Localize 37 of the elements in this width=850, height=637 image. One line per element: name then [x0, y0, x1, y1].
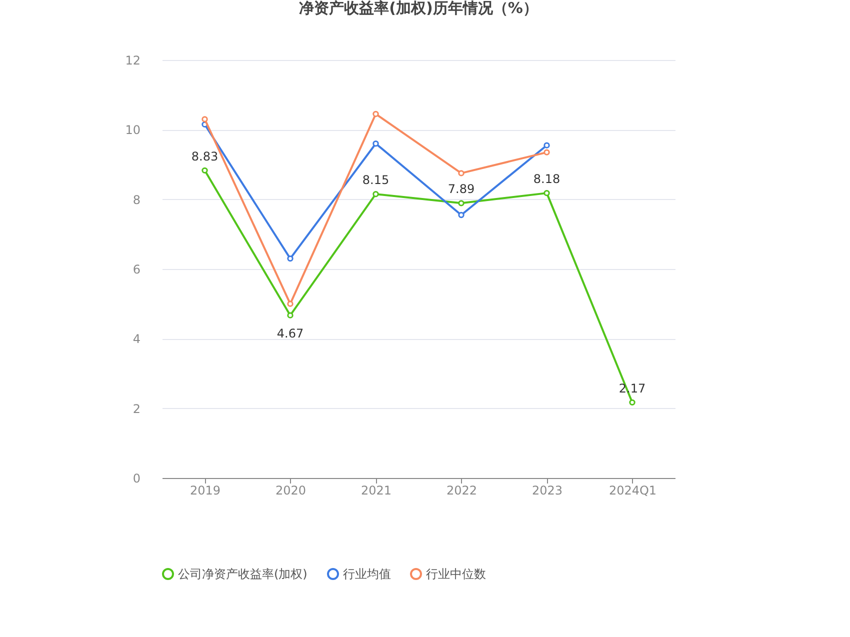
point	[372, 110, 379, 118]
point	[629, 399, 636, 406]
data-label: 4.67	[276, 326, 304, 340]
point	[544, 149, 550, 156]
point	[287, 312, 294, 318]
legend-label: 行业中位数	[426, 567, 486, 581]
point	[287, 300, 294, 307]
x-tick-label: 2022	[446, 484, 478, 498]
legend-label: 行业均值	[343, 567, 391, 581]
y-tick-label: 12	[125, 54, 140, 68]
y-tick-label: 4	[132, 332, 140, 346]
point	[458, 200, 464, 206]
x-tick-label: 2024Q1	[608, 484, 657, 498]
data-label: 8.18	[533, 172, 560, 186]
y-tick-label: 6	[132, 262, 140, 276]
point	[202, 167, 208, 174]
point	[544, 190, 550, 196]
point	[458, 212, 464, 218]
data-label: 7.89	[448, 182, 475, 196]
y-tick-label: 2	[132, 402, 140, 416]
point	[372, 191, 379, 198]
y-tick-label: 10	[125, 123, 140, 138]
legend-label: 公司净资产收益率(加权)	[178, 567, 308, 581]
point	[544, 142, 550, 148]
point	[458, 170, 464, 176]
y-tick-label: 8	[132, 192, 140, 207]
data-label: 8.15	[362, 173, 390, 188]
point	[202, 116, 208, 122]
x-tick-label: 2020	[275, 484, 306, 498]
point	[372, 140, 379, 147]
x-tick-label: 2021	[360, 484, 392, 498]
data-label: 8.83	[191, 149, 218, 164]
y-tick-label: 0	[132, 472, 140, 486]
x-tick-label: 2019	[190, 484, 221, 498]
point	[287, 255, 294, 262]
x-tick-label: 2023	[532, 484, 563, 498]
chart-title: 净资产收益率(加权)历年情况（%）	[299, 0, 538, 17]
